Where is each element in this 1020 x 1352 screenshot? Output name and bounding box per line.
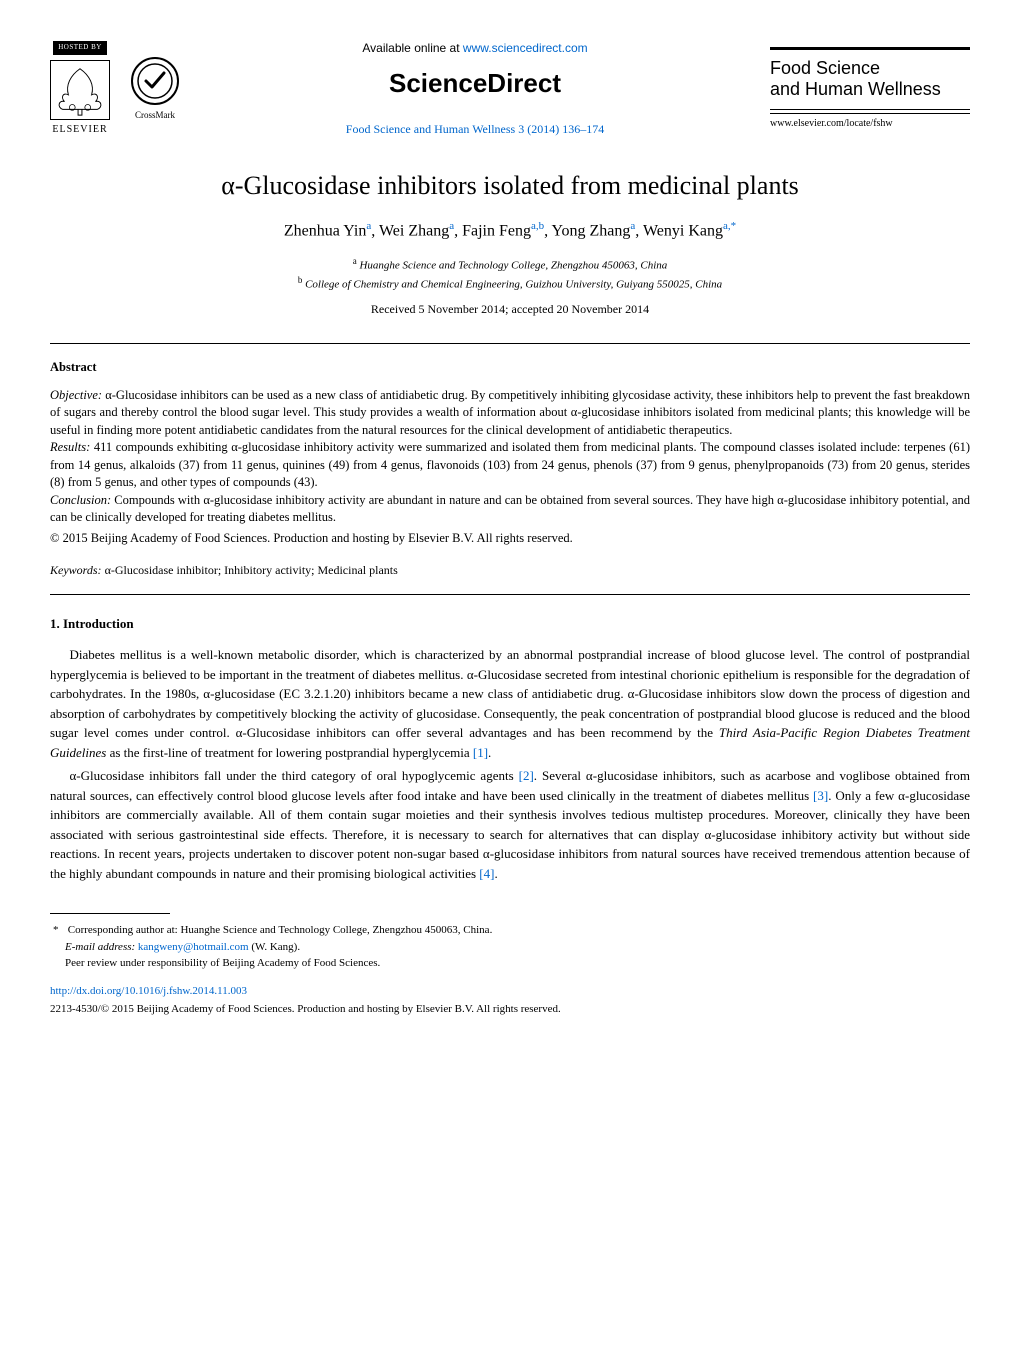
p1-c: . (488, 745, 491, 760)
journal-name-2: and Human Wellness (770, 79, 941, 99)
bottom-copyright: 2213-4530/© 2015 Beijing Academy of Food… (50, 1002, 970, 1017)
author-2: Wei Zhang (379, 223, 449, 240)
journal-url[interactable]: www.elsevier.com/locate/fshw (770, 113, 970, 131)
right-block: Food Science and Human Wellness www.else… (770, 47, 970, 131)
author-3-aff: a,b (531, 220, 544, 232)
available-online: Available online at www.sciencedirect.co… (200, 40, 750, 57)
intro-p1: Diabetes mellitus is a well-known metabo… (50, 645, 970, 762)
aff-a-text: Huanghe Science and Technology College, … (357, 260, 668, 272)
abstract-copyright: © 2015 Beijing Academy of Food Sciences.… (50, 530, 970, 548)
header-row: HOSTED BY ELSEVIER CrossMark Available o… (50, 40, 970, 138)
author-4: Yong Zhang (552, 223, 631, 240)
results-text: 411 compounds exhibiting α-glucosidase i… (50, 440, 970, 489)
ref-2[interactable]: [2] (519, 768, 534, 783)
conclusion-label: Conclusion: (50, 493, 111, 507)
available-text: Available online at (362, 41, 463, 55)
elsevier-name: ELSEVIER (52, 123, 107, 137)
corr-marker: * (53, 922, 65, 939)
corresponding-author-footnote: * Corresponding author at: Huanghe Scien… (50, 922, 970, 939)
author-1-aff: a (366, 220, 371, 232)
ref-1[interactable]: [1] (473, 745, 488, 760)
email-link[interactable]: kangweny@hotmail.com (138, 941, 249, 953)
intro-heading: 1. Introduction (50, 615, 970, 633)
conclusion-text: Compounds with α-glucosidase inhibitory … (50, 493, 970, 525)
sciencedirect-logo[interactable]: ScienceDirect (200, 65, 750, 101)
divider-2 (50, 594, 970, 595)
objective-label: Objective: (50, 388, 102, 402)
crossmark-text: CrossMark (135, 109, 175, 122)
p2-d: . (494, 866, 497, 881)
objective-text: α-Glucosidase inhibitors can be used as … (50, 388, 970, 437)
article-dates: Received 5 November 2014; accepted 20 No… (50, 301, 970, 318)
author-4-aff: a (630, 220, 635, 232)
email-label: E-mail address: (65, 941, 138, 953)
intro-p2: α-Glucosidase inhibitors fall under the … (50, 766, 970, 883)
abstract-body: Objective: α-Glucosidase inhibitors can … (50, 387, 970, 527)
journal-name-1: Food Science (770, 58, 880, 78)
footnote-separator (50, 913, 170, 914)
peer-review-footnote: Peer review under responsibility of Beij… (50, 955, 970, 972)
keywords-text: α-Glucosidase inhibitor; Inhibitory acti… (102, 563, 398, 577)
author-1: Zhenhua Yin (284, 223, 367, 240)
ref-3[interactable]: [3] (813, 788, 828, 803)
hosted-by-badge: HOSTED BY (53, 41, 107, 55)
keywords-label: Keywords: (50, 563, 102, 577)
p2-a: α-Glucosidase inhibitors fall under the … (70, 768, 519, 783)
elsevier-logo[interactable]: HOSTED BY ELSEVIER (50, 41, 110, 137)
email-footnote: E-mail address: kangweny@hotmail.com (W.… (50, 939, 970, 956)
crossmark-logo[interactable]: CrossMark (130, 56, 180, 122)
doi-link[interactable]: http://dx.doi.org/10.1016/j.fshw.2014.11… (50, 984, 970, 999)
authors: Zhenhua Yina, Wei Zhanga, Fajin Fenga,b,… (50, 219, 970, 243)
email-suffix: (W. Kang). (249, 941, 301, 953)
available-url-link[interactable]: www.sciencedirect.com (463, 41, 588, 55)
center-block: Available online at www.sciencedirect.co… (200, 40, 750, 138)
ref-4[interactable]: [4] (479, 866, 494, 881)
elsevier-tree-icon (50, 60, 110, 120)
crossmark-icon (130, 56, 180, 106)
results-label: Results: (50, 440, 90, 454)
author-2-aff: a (449, 220, 454, 232)
author-5-aff: a, (723, 220, 731, 232)
author-5-corr[interactable]: * (731, 220, 737, 232)
article-title: α-Glucosidase inhibitors isolated from m… (50, 168, 970, 204)
aff-b-text: College of Chemistry and Chemical Engine… (302, 279, 722, 291)
author-5: Wenyi Kang (643, 223, 723, 240)
abstract-label: Abstract (50, 359, 970, 377)
journal-citation[interactable]: Food Science and Human Wellness 3 (2014)… (200, 121, 750, 138)
affiliations: a Huanghe Science and Technology College… (50, 255, 970, 293)
left-logos: HOSTED BY ELSEVIER CrossMark (50, 41, 180, 137)
divider (50, 343, 970, 344)
corr-text: Corresponding author at: Huanghe Science… (65, 924, 492, 936)
journal-name: Food Science and Human Wellness (770, 47, 970, 110)
author-3: Fajin Feng (462, 223, 531, 240)
p1-b: as the first-line of treatment for lower… (106, 745, 473, 760)
keywords: Keywords: α-Glucosidase inhibitor; Inhib… (50, 562, 970, 579)
